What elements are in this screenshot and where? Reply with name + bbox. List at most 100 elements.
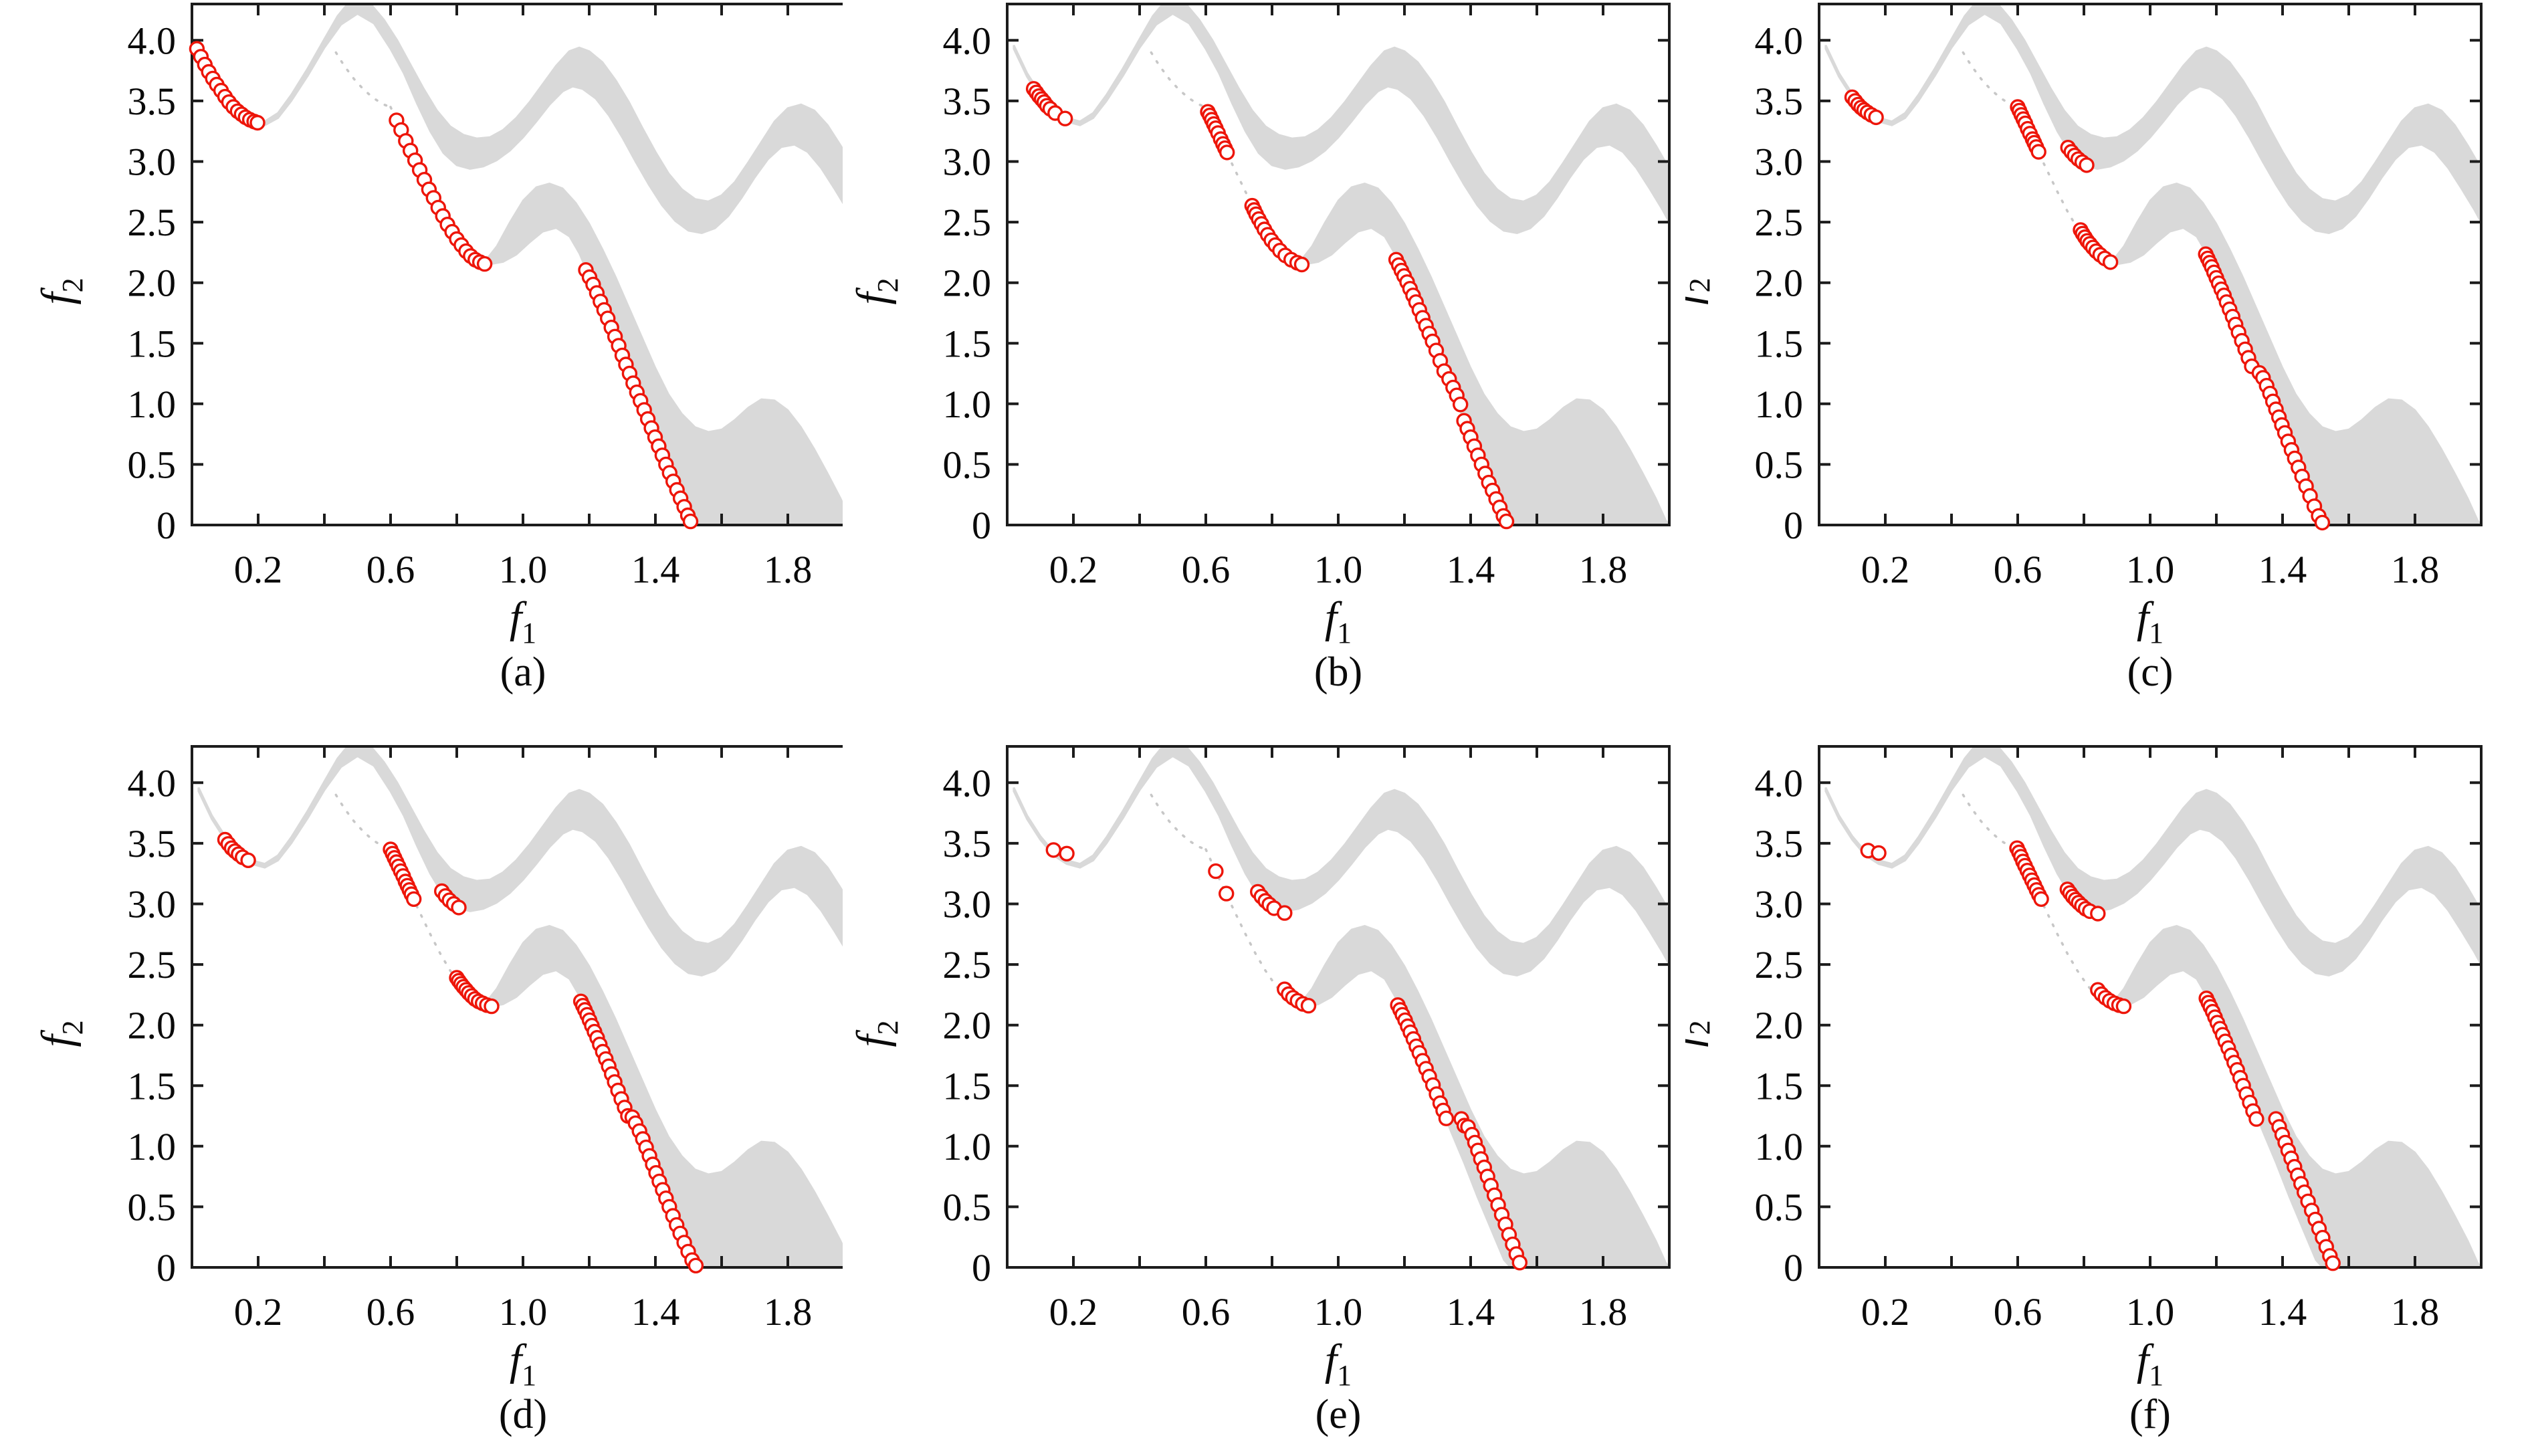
x-axis-label: f1	[2137, 593, 2164, 649]
x-axis-label-subscript: 1	[522, 1359, 536, 1392]
solution-marker	[2325, 1255, 2341, 1271]
y-tick-label: 1.5	[943, 1064, 992, 1108]
axes-group: 0.2 0.6 1.0 1.4 1.8 0 0.5 1.0 1.5 2.0 2.5 3.0 3.5 4.0…	[848, 3, 1671, 695]
x-tick-label: 0.2	[1861, 548, 1910, 591]
solution-marker	[2090, 906, 2106, 922]
subplot-e: 0.2 0.6 1.0 1.4 1.8 0 0.5 1.0 1.5 2.0 2.5 3.0 3.5 4.0…	[843, 728, 1685, 1455]
solution-marker	[476, 255, 493, 272]
feasible-region-upper-band	[197, 4, 843, 234]
x-tick-label: 0.6	[366, 1290, 415, 1334]
x-tick-label: 1.4	[1447, 1290, 1495, 1334]
dotted-front-connector-2	[1204, 848, 1307, 1009]
plot-canvas: 0.2 0.6 1.0 1.4 1.8 0 0.5 1.0 1.5 2.0 2.5 3.0 3.5 4.0…	[848, 745, 1671, 1437]
y-tick-label: 2.0	[128, 1004, 177, 1047]
dotted-front-connector-2	[389, 848, 492, 1009]
y-tick-label: 3.0	[943, 140, 992, 184]
y-tick-label: 2.0	[943, 1004, 992, 1047]
dotted-front-connector-1	[1962, 793, 2019, 851]
solution-marker	[1300, 998, 1317, 1014]
y-tick-label: 1.5	[1755, 322, 1804, 365]
solution-marker	[688, 1257, 704, 1273]
solution-marker	[1438, 1110, 1455, 1126]
y-tick-label: 1.0	[128, 1125, 177, 1168]
dotted-front-connector-2	[2016, 106, 2119, 266]
x-tick-label: 1.4	[1447, 548, 1495, 591]
feasible-region-group	[1013, 4, 1669, 525]
y-tick-label: 2.5	[1755, 943, 1804, 986]
y-tick-label: 2.5	[1755, 201, 1804, 244]
y-tick-label: 0	[972, 504, 991, 547]
y-tick-label: 1.5	[128, 1064, 177, 1108]
y-tick-label: 3.0	[1755, 883, 1804, 926]
y-tick-label: 3.0	[128, 883, 177, 926]
x-tick-label: 0.6	[1182, 1290, 1231, 1334]
x-tick-label: 0.6	[366, 548, 415, 591]
x-axis-label: f1	[2137, 1336, 2164, 1392]
solution-marker	[1219, 144, 1235, 161]
y-tick-label: 0.5	[128, 443, 177, 486]
solution-marker	[1293, 256, 1310, 273]
x-tick-label: 0.2	[1049, 1290, 1098, 1334]
y-tick-label: 0	[1784, 1246, 1803, 1289]
solution-marker	[682, 513, 699, 530]
solution-marker	[1868, 109, 1884, 126]
solution-marker	[1208, 863, 1224, 879]
x-axis-label-subscript: 1	[522, 617, 536, 649]
y-tick-label: 0.5	[943, 1185, 992, 1229]
x-tick-label: 1.0	[2126, 548, 2175, 591]
y-tick-label: 4.0	[128, 19, 177, 62]
x-axis-label: f1	[1325, 1336, 1352, 1392]
solution-marker	[406, 891, 422, 907]
y-tick-label: 2.5	[128, 201, 177, 244]
solution-marker	[2102, 254, 2119, 270]
x-tick-label: 1.4	[631, 548, 680, 591]
y-tick-label: 2.0	[128, 262, 177, 305]
y-tick-label: 1.5	[1755, 1064, 1804, 1108]
solution-marker	[451, 900, 467, 916]
y-tick-label: 0	[156, 504, 176, 547]
feasible-region-upper-band	[197, 746, 843, 976]
x-tick-label: 1.0	[499, 548, 548, 591]
y-tick-label: 1.5	[943, 322, 992, 365]
y-tick-label: 0.5	[1755, 443, 1804, 486]
x-tick-label: 0.2	[1049, 548, 1098, 591]
y-tick-label: 3.5	[128, 822, 177, 865]
feasible-region-lower-band	[484, 925, 843, 1267]
x-tick-label: 1.4	[2258, 548, 2307, 591]
y-tick-label: 0	[972, 1246, 991, 1289]
y-tick-label: 2.5	[943, 201, 992, 244]
plot-canvas: 0.2 0.6 1.0 1.4 1.8 0 0.5 1.0 1.5 2.0 2.5 3.0 3.5 4.0…	[33, 745, 843, 1437]
solution-marker	[484, 998, 500, 1015]
solution-marker	[1498, 513, 1515, 530]
y-tick-label: 2.5	[943, 943, 992, 986]
x-axis-label-subscript: 1	[2149, 617, 2164, 649]
x-axis-label-subscript: 1	[1337, 1359, 1352, 1392]
y-tick-label: 4.0	[943, 19, 992, 62]
pareto-solution-points	[1860, 840, 2341, 1271]
y-axis-label: f2	[1685, 1020, 1716, 1047]
dotted-front-connector-2	[2016, 848, 2119, 1009]
solution-marker	[2248, 1111, 2264, 1127]
solution-marker	[2030, 144, 2046, 160]
subplot-letter-label: (d)	[499, 1392, 547, 1437]
y-tick-label: 1.5	[128, 322, 177, 365]
pareto-solution-points	[1844, 89, 2331, 531]
x-axis-label-subscript: 1	[2149, 1359, 2164, 1392]
subplot-letter-label: (a)	[500, 649, 546, 695]
x-tick-label: 1.0	[499, 1290, 548, 1334]
y-tick-label: 4.0	[1755, 761, 1804, 805]
y-tick-label: 2.0	[943, 262, 992, 305]
solution-marker	[1219, 886, 1235, 902]
x-tick-label: 0.6	[1994, 1290, 2042, 1334]
x-tick-label: 1.8	[764, 1290, 813, 1334]
y-tick-label: 0	[156, 1246, 176, 1289]
x-tick-label: 1.4	[2258, 1290, 2307, 1334]
y-axis-label: f2	[33, 278, 89, 304]
subplot-f: 0.2 0.6 1.0 1.4 1.8 0 0.5 1.0 1.5 2.0 2.5 3.0 3.5 4.0…	[1685, 728, 2528, 1455]
plot-canvas: 0.2 0.6 1.0 1.4 1.8 0 0.5 1.0 1.5 2.0 2.5 3.0 3.5 4.0…	[1685, 3, 2483, 695]
x-tick-label: 1.0	[1314, 548, 1363, 591]
y-axis-label-subscript: 2	[56, 278, 89, 292]
y-tick-label: 1.0	[128, 383, 177, 426]
solution-marker	[1511, 1255, 1528, 1271]
solution-marker	[2115, 998, 2132, 1015]
